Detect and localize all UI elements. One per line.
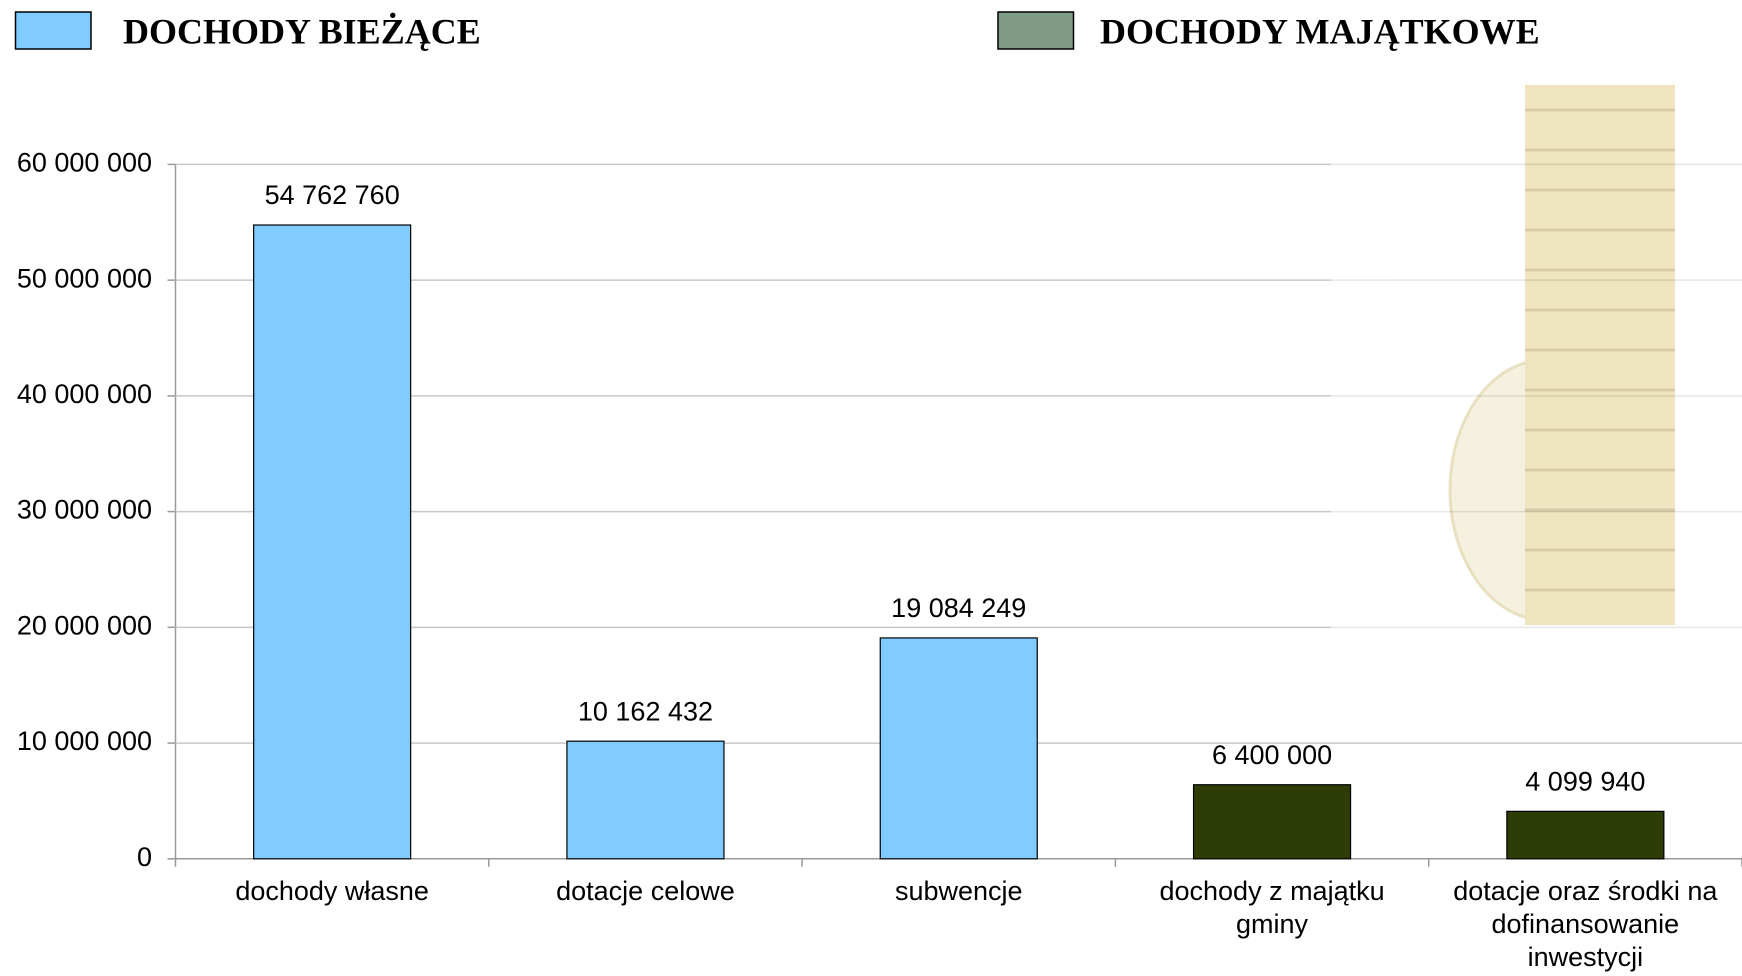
value-label: 10 162 432 <box>578 696 713 726</box>
y-tick-label: 0 <box>137 842 152 872</box>
coin-edges <box>1525 108 1675 592</box>
x-tick-label: dochody z majątku gminy <box>1159 875 1385 939</box>
bar <box>1506 810 1665 860</box>
y-tick-label: 50 000 000 <box>17 263 152 293</box>
y-tick-label: 20 000 000 <box>17 610 152 640</box>
bar <box>253 224 412 860</box>
coins-image <box>1331 80 1742 630</box>
bar <box>1192 784 1352 860</box>
value-label: 54 762 760 <box>265 180 400 210</box>
y-tick-label: 30 000 000 <box>17 495 152 525</box>
legend-label: DOCHODY MAJĄTKOWE <box>1100 11 1540 51</box>
y-tick-label: 40 000 000 <box>17 379 152 409</box>
legend-swatch <box>14 11 92 50</box>
value-label: 19 084 249 <box>891 593 1026 623</box>
bar <box>566 740 725 860</box>
x-tick-label: dochody własne <box>235 875 429 906</box>
legend-label: DOCHODY BIEŻĄCE <box>123 11 481 51</box>
legend-swatch <box>997 11 1075 50</box>
x-tick-label: dotacje celowe <box>556 875 735 906</box>
x-tick-label: dotacje oraz środki na dofinansowanie in… <box>1453 875 1718 972</box>
coin-stack <box>1525 85 1675 625</box>
value-label: 6 400 000 <box>1212 740 1332 770</box>
y-tick-label: 60 000 000 <box>17 148 152 178</box>
y-tick-label: 10 000 000 <box>17 726 152 756</box>
value-label: 4 099 940 <box>1525 766 1645 796</box>
x-tick-label: subwencje <box>894 875 1023 906</box>
bar <box>879 637 1038 860</box>
